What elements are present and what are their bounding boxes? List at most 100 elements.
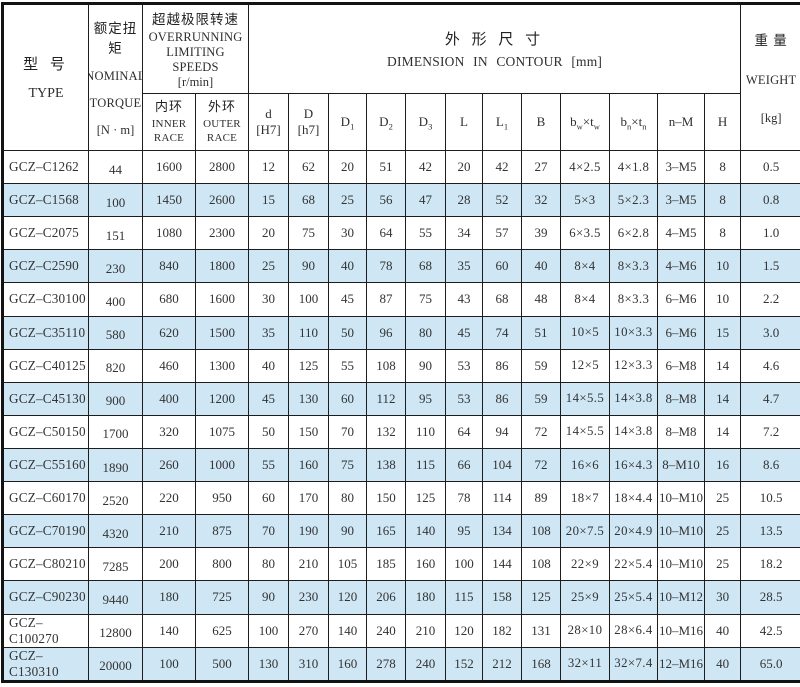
cell-l1: 104 xyxy=(482,447,522,483)
cell-torque: 9440 xyxy=(88,580,143,615)
cell-inner-speed: 840 xyxy=(142,249,196,284)
cell-bw-tw: 32×11 xyxy=(560,646,610,683)
cell-b: 108 xyxy=(521,514,561,549)
cell-bw-tw: 20×7.5 xyxy=(560,514,610,549)
cell-d1: 105 xyxy=(328,547,367,582)
header-weight-zh: 重 量 xyxy=(754,32,788,48)
cell-torque: 20000 xyxy=(88,646,143,683)
cell-weight: 1.5 xyxy=(740,249,800,284)
header-speeds-zh: 超越极限转速 xyxy=(152,12,239,27)
cell-d3: 140 xyxy=(405,514,446,549)
cell-d2: 64 xyxy=(366,216,406,251)
cell-d1: 90 xyxy=(328,514,367,549)
header-dim-col-l: L xyxy=(445,93,483,151)
cell-torque: 1890 xyxy=(88,447,143,483)
cell-d2: 87 xyxy=(366,282,406,317)
cell-n-m: 8–M8 xyxy=(657,414,705,449)
cell-outer-speed: 725 xyxy=(195,580,249,615)
cell-type: GCZ–C45130 xyxy=(2,381,89,416)
cell-h: 8 xyxy=(703,216,742,251)
cell-bw-tw: 25×9 xyxy=(560,580,610,615)
cell-torque: 2520 xyxy=(88,481,143,516)
table-row: GCZ–C100270 12800 140 625 100 270 140 240 210 120… xyxy=(2,613,800,648)
cell-type: GCZ–C2590 xyxy=(2,249,89,284)
cell-b: 89 xyxy=(521,481,561,516)
cell-n-m: 8–M10 xyxy=(657,447,705,483)
cell-d3: 95 xyxy=(405,381,446,416)
cell-inner-speed: 400 xyxy=(142,381,196,416)
header-inner-race-en2: RACE xyxy=(153,131,185,144)
table-row: GCZ–C40125 820 460 1300 40 125 55 108 90 53 86 59 12… xyxy=(2,348,800,383)
cell-d-cap-h7: 75 xyxy=(288,216,329,251)
cell-outer-speed: 1075 xyxy=(195,414,249,449)
cell-d2: 78 xyxy=(366,249,406,284)
cell-d3: 240 xyxy=(405,646,446,683)
cell-b: 27 xyxy=(521,149,561,185)
cell-bn-tn: 22×5.4 xyxy=(609,547,658,582)
cell-h: 10 xyxy=(703,282,742,317)
cell-bw-tw: 12×5 xyxy=(560,348,610,383)
cell-d1: 160 xyxy=(328,646,367,683)
cell-h: 25 xyxy=(703,547,742,582)
cell-n-m: 10–M12 xyxy=(657,580,705,615)
header-speeds-en1: OVERRUNNING xyxy=(148,30,243,44)
cell-l1: 86 xyxy=(482,381,522,416)
cell-d3: 80 xyxy=(405,315,446,350)
cell-d-cap-h7: 90 xyxy=(288,249,329,284)
cell-l: 43 xyxy=(445,282,483,317)
cell-d-cap-h7: 230 xyxy=(288,580,329,615)
cell-inner-speed: 210 xyxy=(142,514,196,549)
cell-d-h7: 40 xyxy=(248,348,289,383)
cell-d1: 55 xyxy=(328,348,367,383)
table-row: GCZ–C90230 9440 180 725 90 230 120 206 180 115 158… xyxy=(2,580,800,615)
cell-d-h7: 12 xyxy=(248,149,289,185)
cell-l1: 42 xyxy=(482,149,522,185)
header-weight-unit: [kg] xyxy=(760,111,782,126)
cell-bn-tn: 8×3.3 xyxy=(609,282,658,317)
cell-outer-speed: 500 xyxy=(195,646,249,683)
cell-b: 168 xyxy=(521,646,561,683)
cell-d-h7: 55 xyxy=(248,447,289,483)
cell-outer-speed: 1800 xyxy=(195,249,249,284)
cell-torque: 12800 xyxy=(88,613,143,648)
cell-torque: 820 xyxy=(88,348,143,383)
cell-torque: 7285 xyxy=(88,547,143,582)
cell-inner-speed: 620 xyxy=(142,315,196,350)
cell-l: 115 xyxy=(445,580,483,615)
header-type: 型 号 TYPE xyxy=(2,3,89,151)
cell-n-m: 4–M6 xyxy=(657,249,705,284)
header-dim-col-d-cap-h7: D [h7] xyxy=(288,93,329,151)
table-row: GCZ–C30100 400 680 1600 30 100 45 87 75 43 68 48 8×4… xyxy=(2,282,800,317)
cell-inner-speed: 220 xyxy=(142,481,196,516)
table-row: GCZ–C70190 4320 210 875 70 190 90 165 140 95 134 10… xyxy=(2,514,800,549)
cell-bw-tw: 22×9 xyxy=(560,547,610,582)
cell-outer-speed: 875 xyxy=(195,514,249,549)
cell-l: 45 xyxy=(445,315,483,350)
cell-l: 53 xyxy=(445,348,483,383)
cell-d-h7: 60 xyxy=(248,481,289,516)
cell-type: GCZ–C60170 xyxy=(2,481,89,516)
cell-d3: 210 xyxy=(405,613,446,648)
cell-d-cap-h7: 62 xyxy=(288,149,329,185)
cell-h: 40 xyxy=(703,646,742,683)
cell-h: 14 xyxy=(703,414,742,449)
cell-inner-speed: 140 xyxy=(142,613,196,648)
header-limiting-speeds: 超越极限转速 OVERRUNNING LIMITING SPEEDS [r/mi… xyxy=(142,3,249,94)
cell-d1: 75 xyxy=(328,447,367,483)
cell-d-h7: 25 xyxy=(248,249,289,284)
cell-torque: 580 xyxy=(88,315,143,350)
cell-d-h7: 100 xyxy=(248,613,289,648)
cell-d-h7: 20 xyxy=(248,216,289,251)
cell-bw-tw: 8×4 xyxy=(560,282,610,317)
table-row: GCZ–C45130 900 400 1200 45 130 60 112 95 53 86 59 14… xyxy=(2,381,800,416)
cell-bn-tn: 20×4.9 xyxy=(609,514,658,549)
cell-bw-tw: 6×3.5 xyxy=(560,216,610,251)
cell-b: 72 xyxy=(521,414,561,449)
cell-h: 8 xyxy=(703,183,742,218)
cell-inner-speed: 100 xyxy=(142,646,196,683)
header-dim-col-n-m: n–M xyxy=(657,93,705,151)
cell-h: 25 xyxy=(703,514,742,549)
cell-l: 100 xyxy=(445,547,483,582)
cell-d-h7: 90 xyxy=(248,580,289,615)
